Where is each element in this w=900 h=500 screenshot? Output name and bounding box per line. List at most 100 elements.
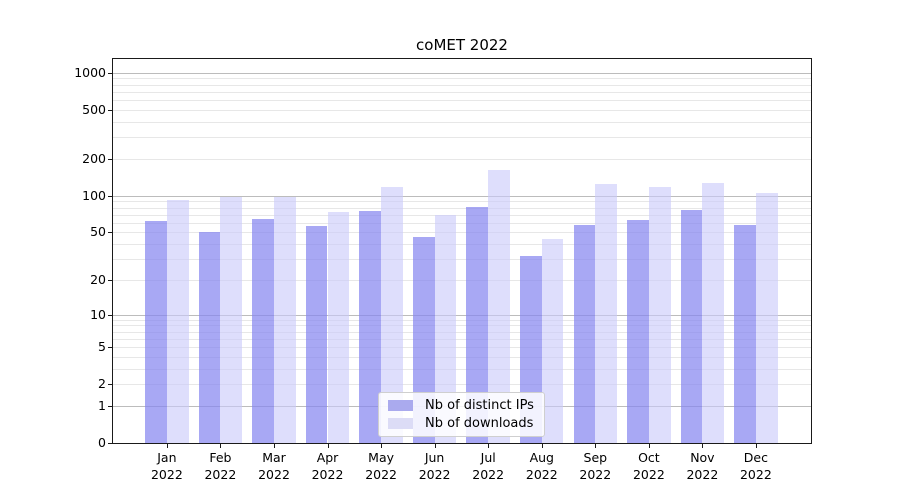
year-label: 2022 — [150, 466, 183, 482]
year-label: 2022 — [525, 466, 558, 482]
bar-distinct-ips — [359, 210, 382, 443]
gridline-minor — [113, 331, 811, 333]
y-tick-mark — [108, 72, 113, 74]
year-label: 2022 — [579, 466, 612, 482]
gridline-minor — [113, 121, 811, 123]
gridline-minor — [113, 356, 811, 358]
month-label: Aug — [529, 450, 554, 465]
y-tick-label: 500 — [82, 101, 106, 117]
y-tick-mark — [108, 158, 113, 160]
legend-label: Nb of distinct IPs — [425, 397, 534, 413]
year-label: 2022 — [418, 466, 451, 482]
legend-swatch-downloads — [388, 418, 413, 430]
y-tick-mark — [108, 347, 113, 348]
y-tick-mark — [108, 443, 113, 444]
gridline-minor — [113, 158, 811, 160]
gridline-major — [113, 72, 811, 74]
y-tick-label: 20 — [90, 271, 106, 287]
gridline-minor — [113, 244, 811, 245]
bar-distinct-ips — [305, 226, 328, 443]
month-label: Jul — [480, 450, 496, 465]
legend-entry: Nb of distinct IPs — [388, 398, 535, 413]
bar-downloads — [166, 200, 189, 443]
bar-downloads — [702, 183, 725, 443]
x-tick-mark — [702, 443, 704, 448]
gridline-minor — [113, 279, 811, 281]
x-tick-mark — [434, 443, 436, 448]
year-label: 2022 — [365, 466, 397, 482]
x-tick-label: Oct 2022 — [633, 450, 665, 483]
bar-distinct-ips — [466, 206, 489, 443]
x-tick-label: Mar 2022 — [258, 450, 290, 483]
gridline-minor — [113, 109, 811, 111]
gridline-minor — [113, 84, 811, 86]
bar-downloads — [434, 214, 457, 443]
month-label: Apr — [316, 450, 339, 465]
y-tick-mark — [108, 314, 113, 316]
bar-distinct-ips — [734, 225, 756, 443]
bar-distinct-ips — [198, 232, 221, 443]
x-tick-mark — [381, 443, 383, 448]
legend-label: Nb of downloads — [425, 416, 534, 432]
year-label: 2022 — [686, 466, 719, 482]
x-tick-mark — [166, 443, 168, 448]
x-tick-label: Jun 2022 — [419, 450, 451, 483]
y-tick-mark — [108, 232, 113, 234]
gridline-minor — [113, 338, 811, 340]
x-tick-label: Feb 2022 — [204, 450, 236, 483]
x-tick-label: Jan 2022 — [151, 450, 183, 483]
month-label: Mar — [262, 450, 286, 465]
bar-downloads — [274, 197, 296, 443]
legend-entry: Nb of downloads — [388, 416, 535, 431]
bar-distinct-ips — [573, 225, 596, 443]
x-tick-mark — [274, 443, 275, 448]
x-tick-label: Sep 2022 — [579, 450, 611, 483]
y-tick-mark — [108, 109, 113, 111]
gridline-minor — [113, 259, 811, 260]
x-tick-mark — [755, 443, 757, 448]
y-tick-label: 200 — [82, 150, 106, 166]
month-label: Dec — [743, 450, 768, 465]
x-tick-label: Nov 2022 — [686, 450, 718, 483]
month-label: Feb — [209, 450, 232, 465]
y-tick-mark — [108, 384, 113, 386]
gridline-minor — [113, 319, 811, 321]
gridline-minor — [113, 201, 811, 203]
gridline-minor — [113, 207, 811, 209]
gridline-minor — [113, 78, 811, 80]
gridline-minor — [113, 100, 811, 102]
gridline-minor — [113, 214, 811, 216]
month-label: Sep — [583, 450, 608, 465]
bar-downloads — [595, 183, 618, 443]
plot-area — [112, 58, 812, 444]
month-label: Nov — [690, 450, 715, 465]
gridline-major — [113, 195, 811, 197]
x-tick-label: May 2022 — [365, 450, 397, 483]
x-tick-mark — [541, 443, 543, 448]
chart-title: coMET 2022 — [416, 36, 508, 54]
y-tick-label: 100 — [82, 187, 106, 203]
month-label: Jun — [424, 450, 445, 465]
bar-downloads — [488, 170, 510, 443]
x-tick-mark — [327, 443, 329, 448]
bar-downloads — [648, 186, 671, 443]
bar-downloads — [381, 186, 403, 443]
year-label: 2022 — [739, 466, 772, 482]
x-tick-mark — [595, 443, 597, 448]
bar-downloads — [755, 193, 778, 443]
x-tick-mark — [648, 443, 650, 448]
year-label: 2022 — [204, 466, 237, 482]
x-tick-label: Dec 2022 — [740, 450, 772, 483]
month-label: May — [368, 450, 395, 465]
y-tick-label: 5 — [98, 339, 106, 354]
gridline-minor — [113, 222, 811, 224]
bar-distinct-ips — [145, 221, 167, 443]
year-label: 2022 — [258, 466, 290, 482]
y-tick-mark — [108, 279, 113, 281]
gridline-minor — [113, 137, 811, 139]
y-tick-mark — [108, 195, 113, 197]
bar-distinct-ips — [252, 218, 274, 443]
x-tick-label: Jul 2022 — [472, 450, 504, 483]
y-tick-label: 1 — [98, 397, 106, 413]
